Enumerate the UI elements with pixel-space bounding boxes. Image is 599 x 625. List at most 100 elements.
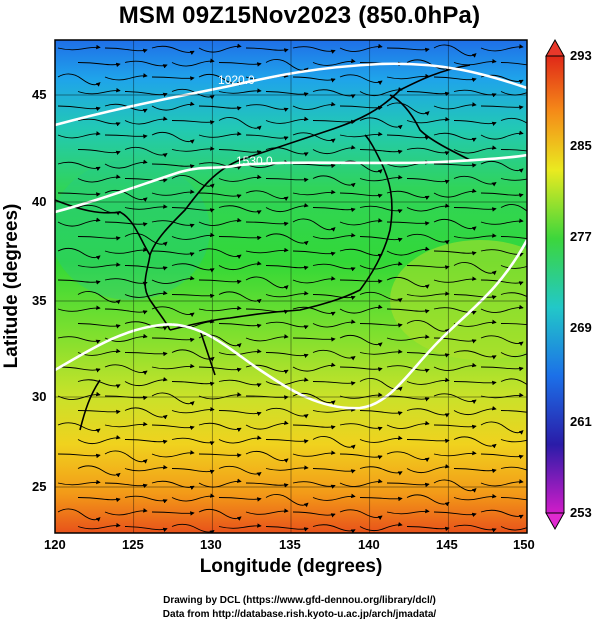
streamline	[104, 134, 148, 139]
streamline	[218, 117, 262, 131]
streamline	[292, 101, 336, 110]
streamline	[245, 190, 289, 201]
streamline	[312, 381, 356, 386]
streamline	[77, 236, 121, 241]
streamline	[124, 407, 168, 420]
streamline	[312, 468, 356, 474]
streamline	[245, 334, 289, 342]
streamline	[124, 464, 168, 472]
streamline	[292, 189, 336, 196]
streamline	[433, 276, 477, 283]
streamline	[124, 439, 168, 445]
streamline	[198, 478, 242, 488]
streamline	[104, 47, 148, 54]
streamline	[77, 522, 121, 530]
streamline	[500, 265, 527, 269]
streamline	[433, 132, 477, 142]
streamline	[171, 232, 215, 240]
streamline	[57, 366, 101, 373]
streamline	[339, 423, 383, 431]
streamline	[245, 276, 289, 290]
streamline	[500, 149, 527, 152]
streamline	[312, 436, 356, 450]
streamline	[151, 163, 195, 169]
streamline	[218, 523, 262, 529]
streamline	[171, 120, 215, 125]
streamline	[57, 391, 101, 400]
contour-lines	[55, 62, 527, 410]
streamline	[386, 221, 430, 226]
streamline	[151, 392, 195, 406]
streamline	[339, 248, 383, 258]
streamline	[500, 62, 527, 66]
x-tick-label: 150	[513, 537, 535, 552]
streamline	[359, 117, 403, 130]
streamline	[406, 438, 450, 444]
streamline	[171, 207, 215, 213]
streamline	[406, 464, 450, 474]
streamline	[480, 453, 524, 460]
streamline	[124, 60, 168, 69]
streamline	[312, 145, 356, 155]
streamline	[198, 279, 242, 285]
streamline	[265, 439, 309, 444]
streamline	[198, 43, 242, 53]
streamline	[151, 131, 195, 144]
streamline	[386, 134, 430, 141]
streamline	[57, 247, 101, 260]
streamline	[406, 320, 450, 334]
streamline	[104, 421, 148, 428]
streamline	[453, 436, 497, 449]
streamline	[500, 204, 527, 212]
streamline	[406, 265, 450, 270]
streamline	[386, 308, 430, 314]
streamline	[104, 221, 148, 227]
streamline	[198, 366, 242, 373]
y-tick-label: 30	[32, 389, 47, 404]
streamline	[104, 450, 148, 464]
streamline	[312, 524, 356, 533]
streamline	[292, 511, 336, 518]
credit-data: Data from http://database.rish.kyoto-u.a…	[162, 609, 437, 620]
streamline	[218, 323, 262, 329]
streamline	[218, 62, 262, 67]
streamline	[77, 118, 121, 127]
streamline	[433, 362, 477, 371]
streamline	[292, 132, 336, 143]
x-tick-label: 135	[279, 537, 301, 552]
streamline	[386, 334, 430, 341]
streamline	[312, 207, 356, 213]
streamline	[124, 233, 168, 247]
streamline	[386, 102, 430, 116]
streamline	[406, 377, 450, 385]
streamline	[359, 349, 403, 355]
lat-lon-grid	[55, 40, 527, 533]
streamline	[151, 511, 195, 516]
streamline	[124, 265, 168, 271]
streamline	[124, 377, 168, 387]
streamline	[57, 279, 101, 285]
streamline	[245, 508, 289, 515]
streamline	[312, 232, 356, 240]
streamline	[433, 188, 477, 198]
streamline	[312, 493, 356, 501]
streamline	[386, 451, 430, 462]
x-tick-label: 145	[436, 537, 458, 552]
streamline	[292, 362, 336, 372]
streamline	[480, 304, 524, 313]
coastlines	[55, 64, 471, 431]
streamline	[57, 479, 101, 486]
streamline	[480, 105, 524, 110]
streamline	[433, 102, 477, 110]
streamline	[218, 348, 262, 356]
streamline	[386, 508, 430, 515]
streamline	[124, 321, 168, 331]
streamline	[245, 47, 289, 53]
streamline	[480, 192, 524, 198]
streamline	[339, 334, 383, 347]
streamline	[339, 509, 383, 520]
streamline	[433, 424, 477, 430]
streamline	[77, 465, 121, 478]
streamline	[453, 207, 497, 212]
streamline	[265, 377, 309, 386]
